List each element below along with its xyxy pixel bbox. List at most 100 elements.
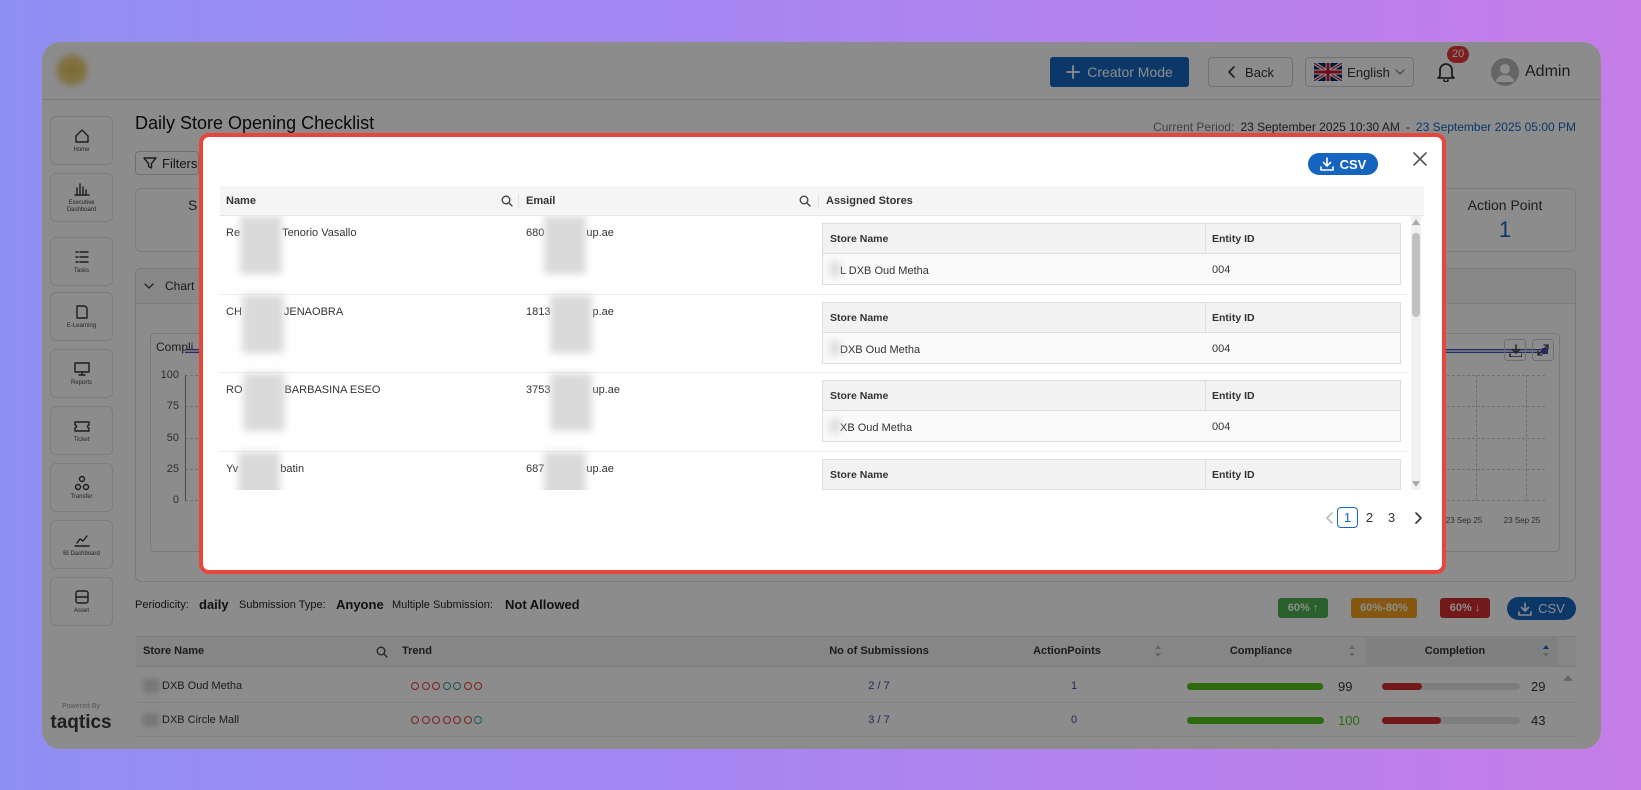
search-button[interactable] (501, 195, 513, 207)
creator-mode-button[interactable]: Creator Mode (1050, 57, 1189, 87)
back-button[interactable]: Back (1208, 57, 1293, 87)
period-end: 23 September 2025 05:00 PM (1415, 120, 1576, 134)
close-button[interactable] (1412, 151, 1428, 167)
icon-shape (144, 283, 154, 289)
sidebar-item[interactable]: Executive Dashboard (50, 173, 113, 222)
compliance-value: 99 (1338, 679, 1353, 694)
csv-button[interactable]: CSV (1507, 597, 1576, 620)
filters-label: Filters (162, 155, 198, 171)
icon-shape (1415, 512, 1422, 524)
sort-icon (1154, 644, 1162, 658)
email-start: 3753 (526, 384, 551, 396)
table-row (136, 703, 1576, 737)
icon-shape (143, 157, 157, 169)
language-select[interactable]: English (1305, 57, 1414, 87)
sort-button[interactable] (1542, 644, 1550, 658)
trend-dot (474, 716, 482, 724)
assigned-store: L DXB Oud Metha (830, 262, 929, 277)
redaction (830, 262, 840, 276)
column-divider (818, 194, 819, 208)
store-column-header: Entity ID (1212, 233, 1255, 245)
name-end: batin (280, 462, 305, 475)
store-column-header: Store Name (830, 233, 889, 245)
completion-value: 43 (1531, 713, 1546, 728)
csv-button[interactable]: CSV (1308, 153, 1378, 175)
page-button[interactable]: 2 (1365, 510, 1374, 525)
legend-badge: 60% ↑ (1278, 598, 1328, 618)
icon-shape (1543, 645, 1549, 657)
sidebar-item[interactable]: Asset (50, 577, 113, 626)
y-tick-label: 25 (166, 462, 179, 475)
action-points[interactable]: 0 (1070, 714, 1078, 726)
chevron-down (1395, 69, 1405, 75)
trend-dot (421, 716, 430, 724)
x-tick-label: 23 Sep 25 (1445, 516, 1483, 525)
submissions[interactable]: 2 / 7 (868, 680, 890, 692)
redaction (242, 373, 285, 431)
icon-shape (74, 128, 89, 143)
search-button[interactable] (799, 195, 811, 207)
icon-shape (799, 195, 811, 207)
chevron-left (1227, 65, 1237, 79)
store-table-header (823, 302, 1400, 333)
period-start: 23 September 2025 10:30 AM (1240, 120, 1400, 134)
entity-id: 004 (1212, 264, 1231, 276)
icon-shape (1395, 69, 1405, 75)
icon-shape (1518, 601, 1532, 616)
sidebar-item[interactable]: Home (50, 116, 113, 165)
notification-badge: 20 (1447, 46, 1470, 63)
sidebar-item[interactable]: Ticket (50, 406, 113, 455)
trend-dot (474, 682, 482, 690)
sidebar-item[interactable]: Tasks (50, 237, 113, 286)
search-icon (501, 195, 513, 207)
compliance-value: 100 (1338, 713, 1360, 728)
action-points[interactable]: 1 (1070, 680, 1078, 692)
filters-button[interactable]: Filters (135, 151, 199, 175)
collapse-toggle[interactable] (144, 283, 154, 289)
sidebar-item[interactable]: BI Dashboard (50, 520, 113, 569)
setting-label: Periodicity: (135, 599, 189, 611)
scrollbar[interactable] (1411, 216, 1421, 490)
next-page[interactable] (1413, 511, 1423, 525)
chevron-right (1413, 511, 1423, 525)
icon-shape (74, 475, 89, 490)
sidebar-icon (73, 418, 90, 434)
summary-label: Action Point (1467, 197, 1543, 213)
plus-icon (1066, 65, 1081, 79)
modal-row: Yv batin 687 up.ae Store Name Entity ID (220, 451, 1408, 490)
expand-button[interactable] (1532, 339, 1554, 361)
filter-icon (143, 156, 157, 170)
icon-shape (1415, 512, 1422, 524)
scroll-arrow (1412, 219, 1420, 225)
user-menu[interactable]: Admin (1491, 57, 1601, 87)
sort-button[interactable] (1348, 644, 1356, 658)
icon-shape (1155, 645, 1161, 657)
page-button[interactable]: 1 (1337, 507, 1358, 528)
chart-title: Compli (156, 340, 194, 354)
prev-page[interactable] (1325, 511, 1335, 525)
submissions[interactable]: 3 / 7 (868, 714, 890, 726)
sidebar-icon (74, 475, 90, 491)
download-button[interactable] (1504, 339, 1526, 361)
icon-shape (1155, 645, 1161, 649)
icon-shape (73, 534, 90, 547)
scroll-arrow (1412, 481, 1420, 487)
icon-shape (1437, 63, 1455, 79)
icon-shape (73, 534, 90, 547)
icon-shape (73, 534, 90, 547)
sort-button[interactable] (1154, 644, 1162, 658)
icon-shape (73, 420, 90, 432)
completion-bar (1382, 683, 1423, 690)
notification-bell[interactable] (1436, 60, 1456, 82)
sidebar-item[interactable]: Transfer (50, 463, 113, 512)
sidebar-item[interactable]: E-Learning (50, 292, 113, 341)
y-tick-label: 75 (166, 400, 179, 413)
sidebar-icon (73, 181, 90, 197)
search-button[interactable] (376, 646, 388, 658)
icon-shape (73, 183, 90, 196)
sidebar-item[interactable]: Reports (50, 349, 113, 398)
trend-dot (463, 682, 472, 690)
page-button[interactable]: 3 (1387, 510, 1396, 525)
user-name: Admin (1525, 63, 1571, 80)
email-end: p.ae (592, 305, 614, 318)
